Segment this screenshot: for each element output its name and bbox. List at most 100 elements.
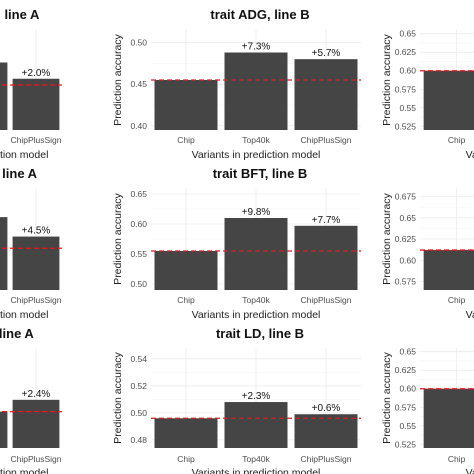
- bars: [423, 250, 474, 290]
- bars: [0, 399, 60, 448]
- bars: [423, 70, 474, 130]
- x-axis-label: Variants in prediction model: [466, 149, 474, 161]
- data-label: +7.3%: [242, 42, 271, 53]
- x-tick-label: ChipPlusSign: [300, 454, 351, 464]
- panel-5: +9.8% +7.7% 0.50 0.55 0.60 0.65 Prediction acc…: [112, 166, 361, 321]
- panel-title: trait ADG, line B: [210, 7, 309, 22]
- bar-chipplussign: [12, 236, 60, 290]
- bars: [154, 52, 358, 130]
- y-tick-label: 0.65: [399, 213, 416, 223]
- y-tick-label: 0.55: [399, 103, 416, 113]
- bar-chipplussign: [12, 399, 60, 448]
- y-tick-label: 0.675: [395, 192, 417, 202]
- data-label: +4.5%: [22, 226, 51, 237]
- y-tick-label: 0.50: [130, 279, 147, 289]
- y-tick-label: 0.40: [130, 121, 147, 131]
- bar-chip: [154, 251, 218, 290]
- y-tick-label: 0.60: [399, 255, 416, 265]
- data-label: +2.4%: [22, 389, 51, 400]
- y-tick-label: 0.65: [399, 29, 416, 39]
- bars: [0, 62, 60, 130]
- panel-title: trait BFT, line B: [213, 166, 308, 181]
- y-tick-label: 0.55: [130, 249, 147, 259]
- data-label: +2.0%: [22, 68, 51, 79]
- panel-title: trait LD, line B: [216, 326, 304, 341]
- y-tick-label: 0.625: [395, 234, 417, 244]
- y-tick-label: 0.625: [395, 365, 417, 375]
- y-tick-label: 0.525: [395, 439, 417, 449]
- bar-top40k: [224, 218, 288, 290]
- x-axis-label: Variants in prediction model: [192, 149, 321, 161]
- bar-chip: [154, 418, 218, 448]
- bars: [423, 388, 474, 448]
- y-tick-label: 0.60: [130, 219, 147, 229]
- x-tick-label: ChipPlusSign: [10, 454, 61, 464]
- x-tick-label: ChipPlusSign: [10, 295, 61, 305]
- bar-chip: [423, 388, 474, 448]
- x-tick-label: Chip: [177, 454, 195, 464]
- x-tick-label: Top40k: [242, 454, 270, 464]
- data-label: +5.7%: [312, 48, 341, 59]
- panel-3: 0.525 0.55 0.575 0.60 0.625 0.65 Prediction ac…: [381, 29, 474, 161]
- x-tick-label: ChipPlusSign: [10, 135, 61, 145]
- bar-chipplussign: [294, 225, 358, 290]
- y-tick-label: 0.575: [395, 277, 417, 287]
- x-axis-label: Variants in prediction model: [192, 309, 321, 321]
- bar-top40k: [0, 411, 8, 448]
- x-tick-label: Chip: [177, 135, 195, 145]
- bar-chip: [423, 250, 474, 290]
- y-axis-label: Prediction accuracy: [112, 33, 124, 125]
- x-tick-label: Chip: [177, 295, 195, 305]
- y-tick-label: 0.65: [399, 347, 416, 357]
- y-tick-label: 0.60: [399, 384, 416, 394]
- y-tick-label: 0.50: [130, 408, 147, 418]
- x-axis-label: Variants in prediction model: [0, 309, 48, 321]
- x-axis-label: Variants in prediction model: [192, 467, 321, 474]
- panel-title: trait ADG, line A: [0, 7, 40, 22]
- y-tick-label: 0.575: [395, 84, 417, 94]
- y-axis-label: Prediction accuracy: [112, 351, 124, 443]
- x-tick-label: ChipPlusSign: [300, 135, 351, 145]
- x-tick-label: Top40k: [242, 135, 270, 145]
- y-tick-label: 0.48: [130, 435, 147, 445]
- panel-9: 0.525 0.55 0.575 0.60 0.625 0.65 Prediction ac…: [381, 347, 474, 474]
- y-tick-label: 0.55: [399, 421, 416, 431]
- y-axis-label: Prediction accuracy: [112, 192, 124, 284]
- x-axis-label: Variants in prediction model: [466, 309, 474, 321]
- bar-chip: [423, 70, 474, 130]
- x-tick-label: ChipPlusSign: [300, 295, 351, 305]
- bars: [154, 402, 358, 448]
- y-axis-label: Prediction accuracy: [381, 33, 393, 125]
- bar-chipplussign: [294, 59, 358, 130]
- y-tick-label: 0.65: [130, 189, 147, 199]
- panel-8: +2.3% +0.6% 0.48 0.50 0.52 0.54 Prediction acc…: [112, 326, 361, 474]
- y-tick-label: 0.52: [130, 381, 147, 391]
- y-tick-label: 0.575: [395, 402, 417, 412]
- data-label: +9.8%: [242, 207, 271, 218]
- panel-title: trait BFT, line A: [0, 166, 38, 181]
- x-axis-label: Variants in prediction model: [0, 149, 48, 161]
- y-tick-label: 0.625: [395, 47, 417, 57]
- x-axis-label: Variants in prediction model: [0, 467, 48, 474]
- bar-top40k: [224, 402, 288, 448]
- y-tick-label: 0.525: [395, 121, 417, 131]
- bars: [0, 217, 60, 290]
- bar-top40k: [224, 52, 288, 130]
- y-tick-label: 0.54: [130, 354, 147, 364]
- data-label: +0.6%: [312, 403, 341, 414]
- y-tick-label: 0.50: [130, 38, 147, 48]
- panel-title: trait LD, line A: [0, 326, 34, 341]
- x-tick-label: Chip: [448, 454, 466, 464]
- bars: [154, 218, 358, 290]
- x-tick-label: Chip: [448, 135, 466, 145]
- bar-chip: [154, 80, 218, 130]
- bar-top40k: [0, 62, 8, 130]
- bar-chipplussign: [12, 78, 60, 130]
- panel-2: +7.3% +5.7% 0.40 0.45 0.50 Prediction accurac…: [112, 7, 361, 161]
- bar-chipplussign: [294, 414, 358, 448]
- y-axis-label: Prediction accuracy: [381, 192, 393, 284]
